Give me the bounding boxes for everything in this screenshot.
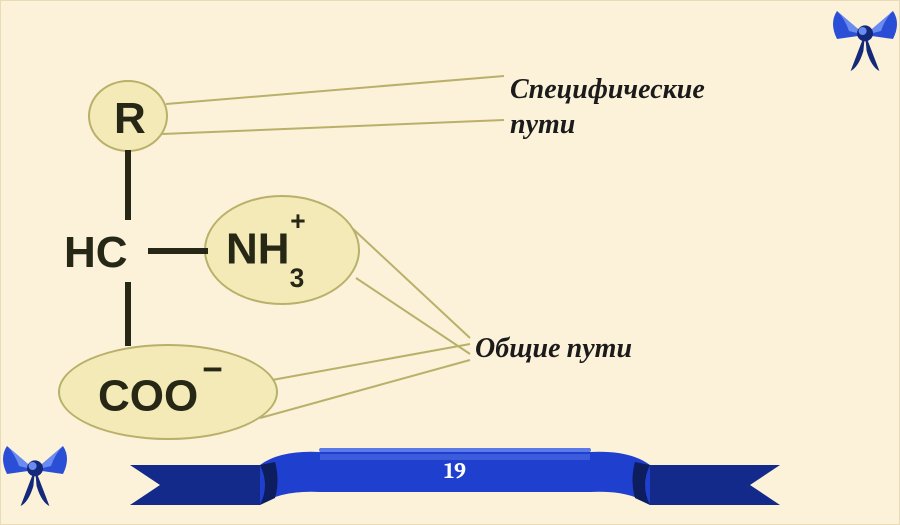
coo-sup: − bbox=[202, 350, 223, 389]
bow-bottom-left bbox=[0, 430, 75, 510]
nh3-sup: + bbox=[290, 206, 305, 236]
label-specific-line1: Специфические bbox=[510, 72, 705, 107]
label-specific-line2: пути bbox=[510, 107, 705, 142]
bond-c-coo bbox=[125, 282, 131, 346]
atom-hc: HC bbox=[64, 228, 128, 278]
atom-coo: COO− bbox=[98, 364, 219, 422]
nh3-base: NH bbox=[226, 225, 290, 274]
bow-top-right bbox=[825, 0, 900, 75]
bond-c-n bbox=[148, 248, 208, 254]
page-number: 19 bbox=[444, 458, 466, 484]
label-common: Общие пути bbox=[475, 332, 632, 365]
nh3-sub: 3 bbox=[290, 263, 305, 293]
atom-r: R bbox=[114, 94, 146, 144]
atom-nh3: NH3+ bbox=[226, 224, 320, 280]
coo-base: COO bbox=[98, 372, 198, 421]
label-specific: Специфические пути bbox=[510, 72, 705, 142]
bond-r-c bbox=[125, 150, 131, 220]
